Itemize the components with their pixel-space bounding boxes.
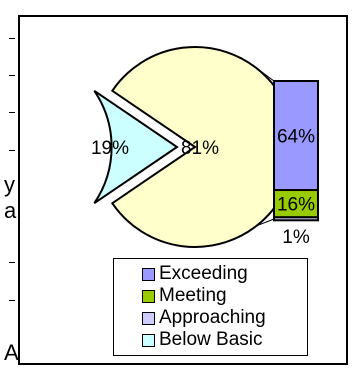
legend-label: Below Basic bbox=[159, 329, 263, 350]
bar-segment-label: 64% bbox=[277, 127, 315, 148]
left-edge-strip: y a A bbox=[0, 0, 19, 373]
legend-swatch bbox=[142, 333, 155, 347]
bar-segment-label: 1% bbox=[282, 227, 310, 248]
left-edge-tick bbox=[9, 300, 15, 301]
pie-slice-label: 19% bbox=[91, 138, 129, 159]
left-edge-tick bbox=[9, 38, 15, 39]
left-edge-glyph: a bbox=[4, 198, 17, 223]
left-edge-tick bbox=[9, 75, 15, 76]
legend-swatch bbox=[142, 311, 155, 325]
legend-label: Exceeding bbox=[159, 263, 248, 284]
legend-label: Approaching bbox=[159, 307, 266, 328]
legend-item-approaching: Approaching bbox=[142, 307, 307, 329]
pie-slice-label: 81% bbox=[181, 138, 219, 159]
left-edge-tick bbox=[9, 150, 15, 151]
bar-of-pie-chart: 81% 19% 64% 16% 1% bbox=[91, 46, 319, 248]
left-edge-glyph: A bbox=[4, 340, 19, 365]
left-edge-glyph: y bbox=[4, 172, 15, 197]
legend-item-below-basic: Below Basic bbox=[142, 329, 307, 351]
chart-legend: Exceeding Meeting Approaching Below Basi… bbox=[113, 258, 308, 356]
legend-item-exceeding: Exceeding bbox=[142, 263, 307, 285]
legend-swatch bbox=[142, 267, 155, 281]
chart-frame: 81% 19% 64% 16% 1% Exceeding Meeting Approac… bbox=[18, 15, 348, 365]
bar-segment-label: 16% bbox=[277, 195, 315, 216]
legend-item-meeting: Meeting bbox=[142, 285, 307, 307]
left-edge-tick bbox=[9, 262, 15, 263]
legend-swatch bbox=[142, 289, 155, 303]
bar-segment bbox=[273, 216, 319, 222]
legend-label: Meeting bbox=[159, 285, 227, 306]
bar-segment bbox=[273, 80, 319, 192]
left-edge-tick bbox=[9, 112, 15, 113]
pie-slice bbox=[93, 89, 179, 205]
